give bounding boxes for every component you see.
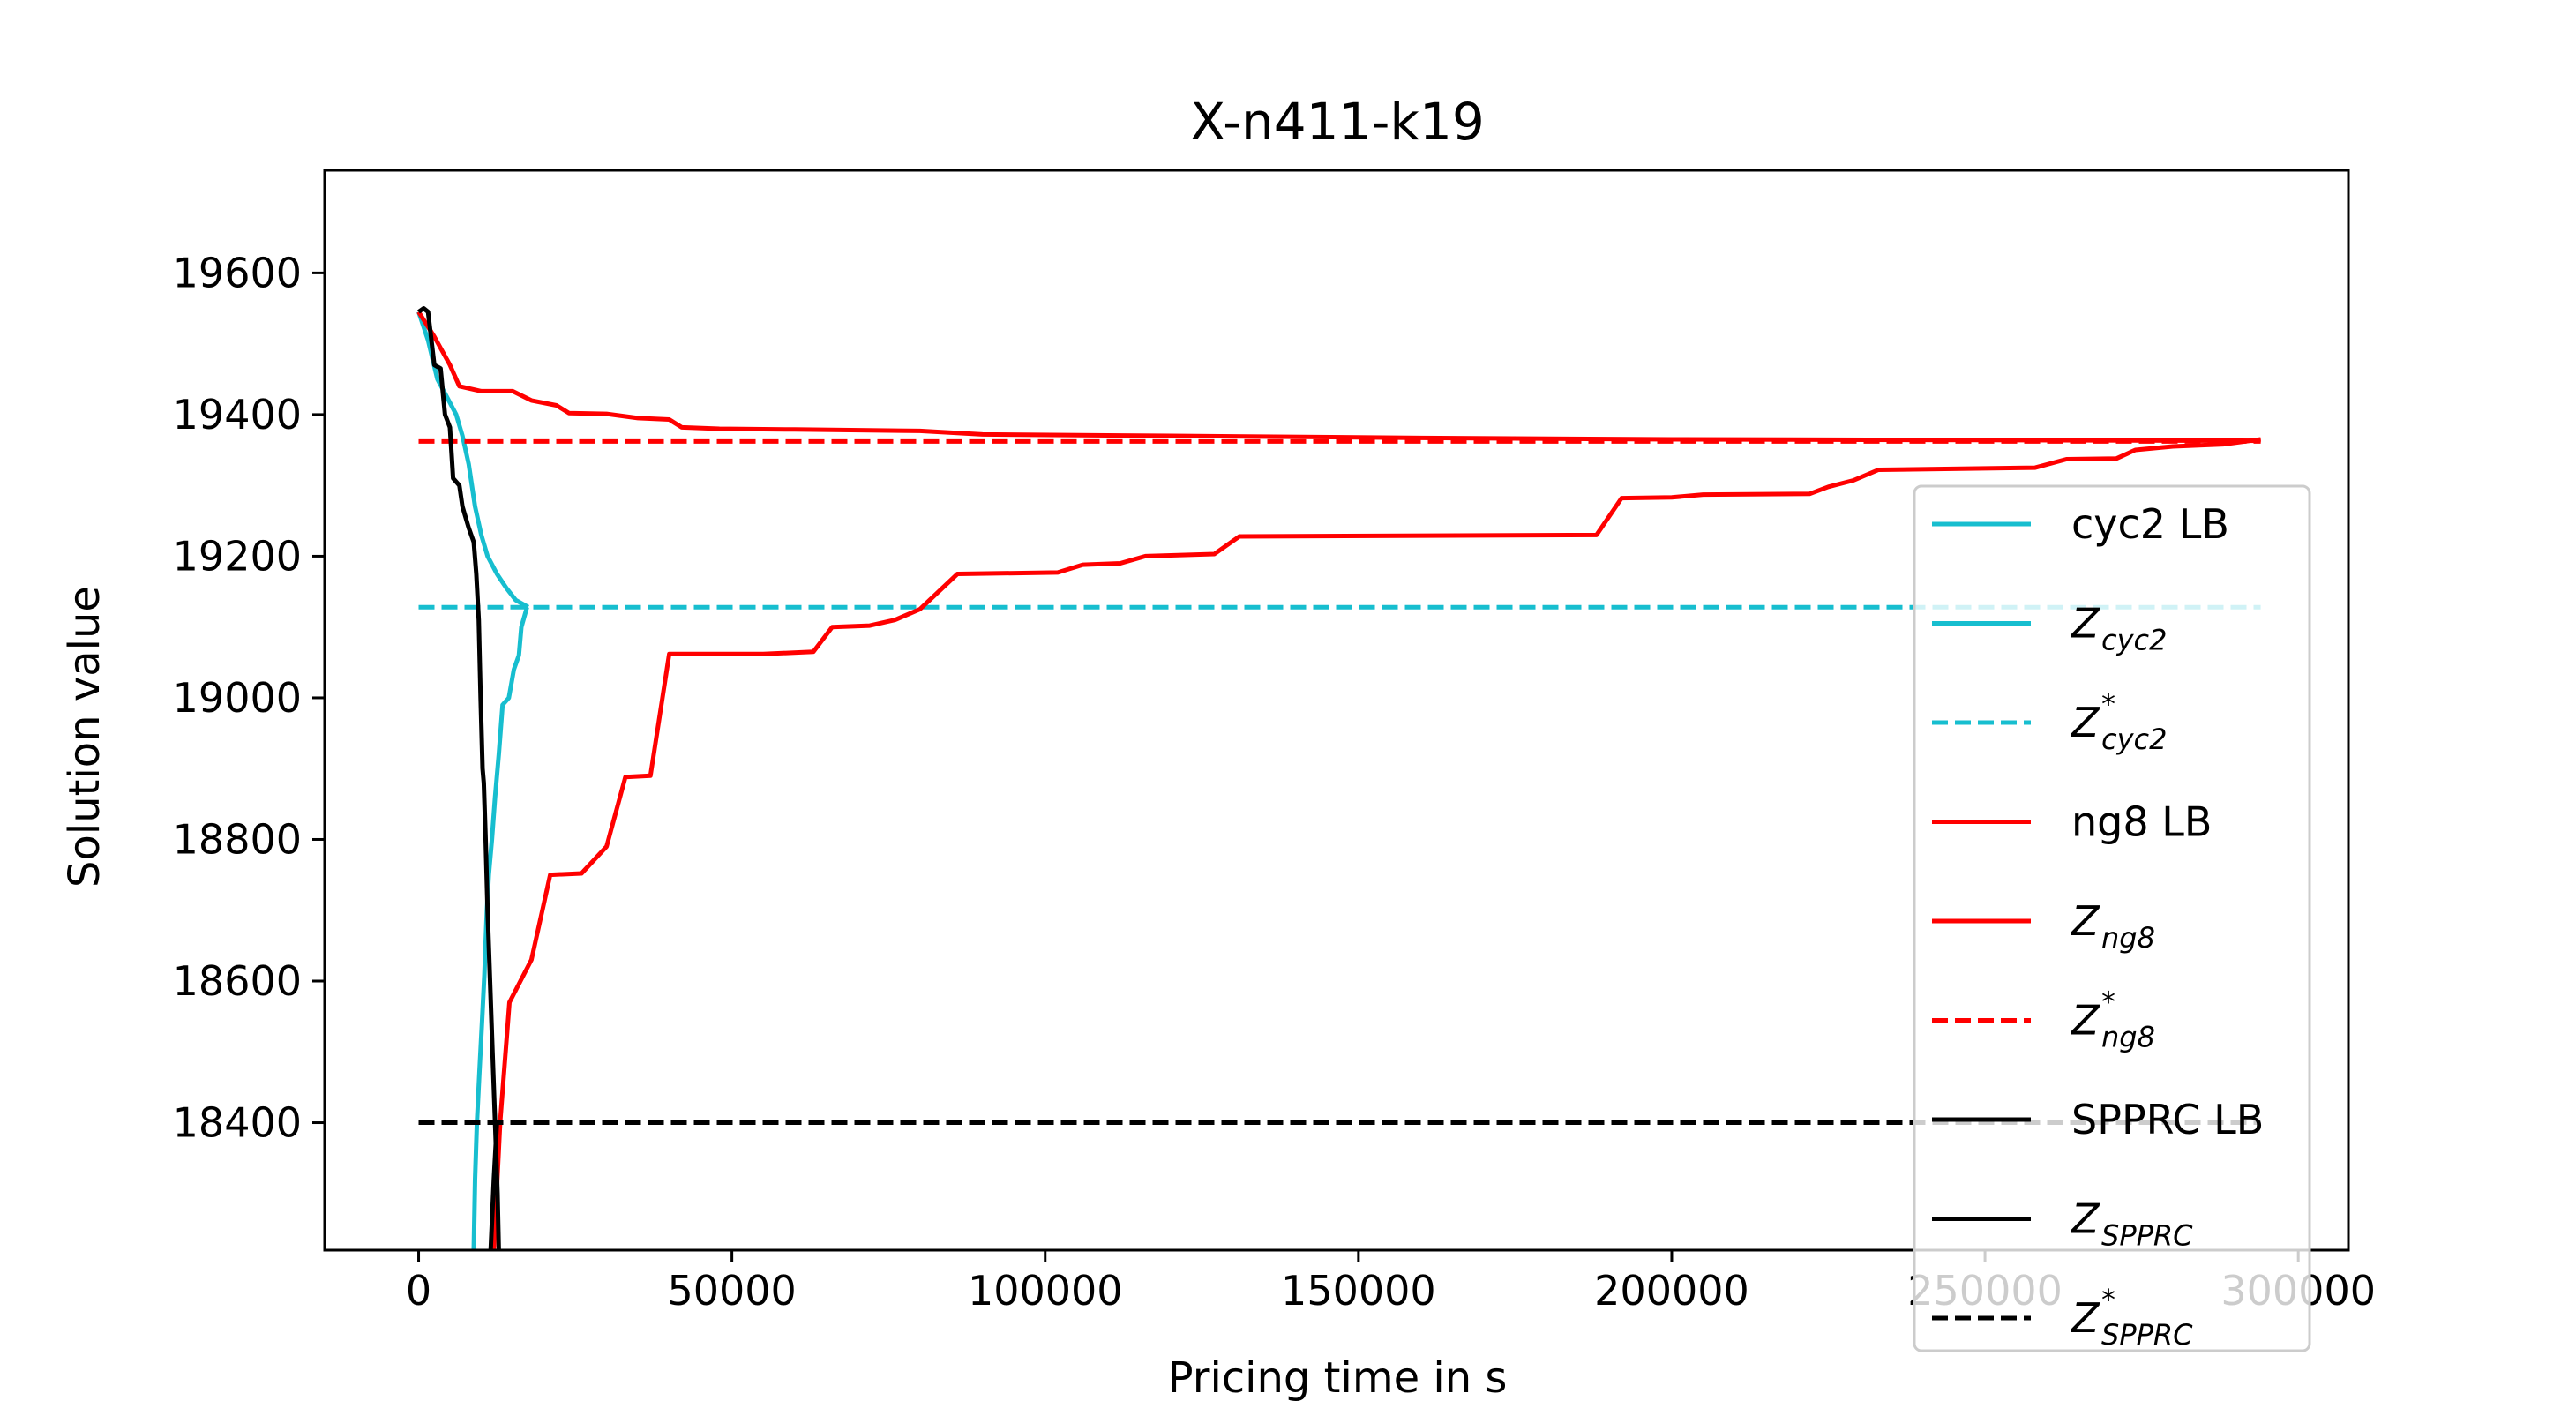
series-line-z-ng8	[491, 437, 2261, 1250]
legend-label-subscript: cyc2	[2101, 723, 2167, 756]
plot-area	[416, 306, 2261, 1250]
y-tick-label: 18400	[173, 1099, 302, 1147]
y-tick-label: 19600	[173, 249, 302, 296]
x-tick-label: 200000	[1594, 1267, 1749, 1315]
x-tick-label: 50000	[667, 1267, 796, 1315]
series-line-spprc-lb	[417, 306, 501, 1250]
legend-label-superscript: *	[2101, 687, 2115, 721]
legend-label: ng8 LB	[2071, 798, 2212, 846]
legend-label: Z	[2070, 997, 2100, 1045]
axes: 0500001000001500002000002500003000001840…	[173, 169, 2376, 1315]
y-tick-label: 18600	[173, 957, 302, 1005]
legend-label: Z	[2070, 1195, 2100, 1243]
y-tick-label: 18800	[173, 815, 302, 863]
series-line-z-spprc	[488, 1122, 499, 1250]
axes-frame	[323, 169, 2350, 1252]
legend-label: Z	[2070, 1294, 2100, 1342]
x-tick-label: 100000	[968, 1267, 1123, 1315]
x-axis-label: Pricing time in s	[1168, 1353, 1508, 1403]
series-line-ng8-lb	[416, 311, 2261, 444]
chart-title: X-n411-k19	[1190, 92, 1485, 152]
legend-label-subscript: ng8	[2101, 921, 2155, 955]
legend-label-subscript: cyc2	[2101, 624, 2167, 657]
y-tick-label: 19000	[173, 674, 302, 722]
legend-label-subscript: ng8	[2101, 1021, 2155, 1054]
legend-label: SPPRC LB	[2071, 1096, 2264, 1143]
legend-label-subscript: SPPRC	[2101, 1219, 2193, 1253]
legend-label-superscript: *	[2101, 985, 2115, 1019]
x-tick-label: 0	[406, 1267, 431, 1315]
y-tick-label: 19400	[173, 391, 302, 438]
legend-box	[1913, 484, 2311, 1352]
legend-label: Z	[2070, 699, 2100, 746]
x-tick-label: 150000	[1281, 1267, 1436, 1315]
series-line-cyc2-lb	[416, 311, 530, 610]
series-line-z-cyc2	[471, 606, 529, 1250]
legend-label: Z	[2070, 600, 2100, 648]
legend-label: Z	[2070, 897, 2100, 945]
legend-label-subscript: SPPRC	[2101, 1318, 2193, 1352]
legend-label-superscript: *	[2101, 1283, 2115, 1316]
y-tick-label: 19200	[173, 532, 302, 580]
y-axis-label: Solution value	[60, 586, 109, 888]
legend-label: cyc2 LB	[2071, 500, 2229, 548]
